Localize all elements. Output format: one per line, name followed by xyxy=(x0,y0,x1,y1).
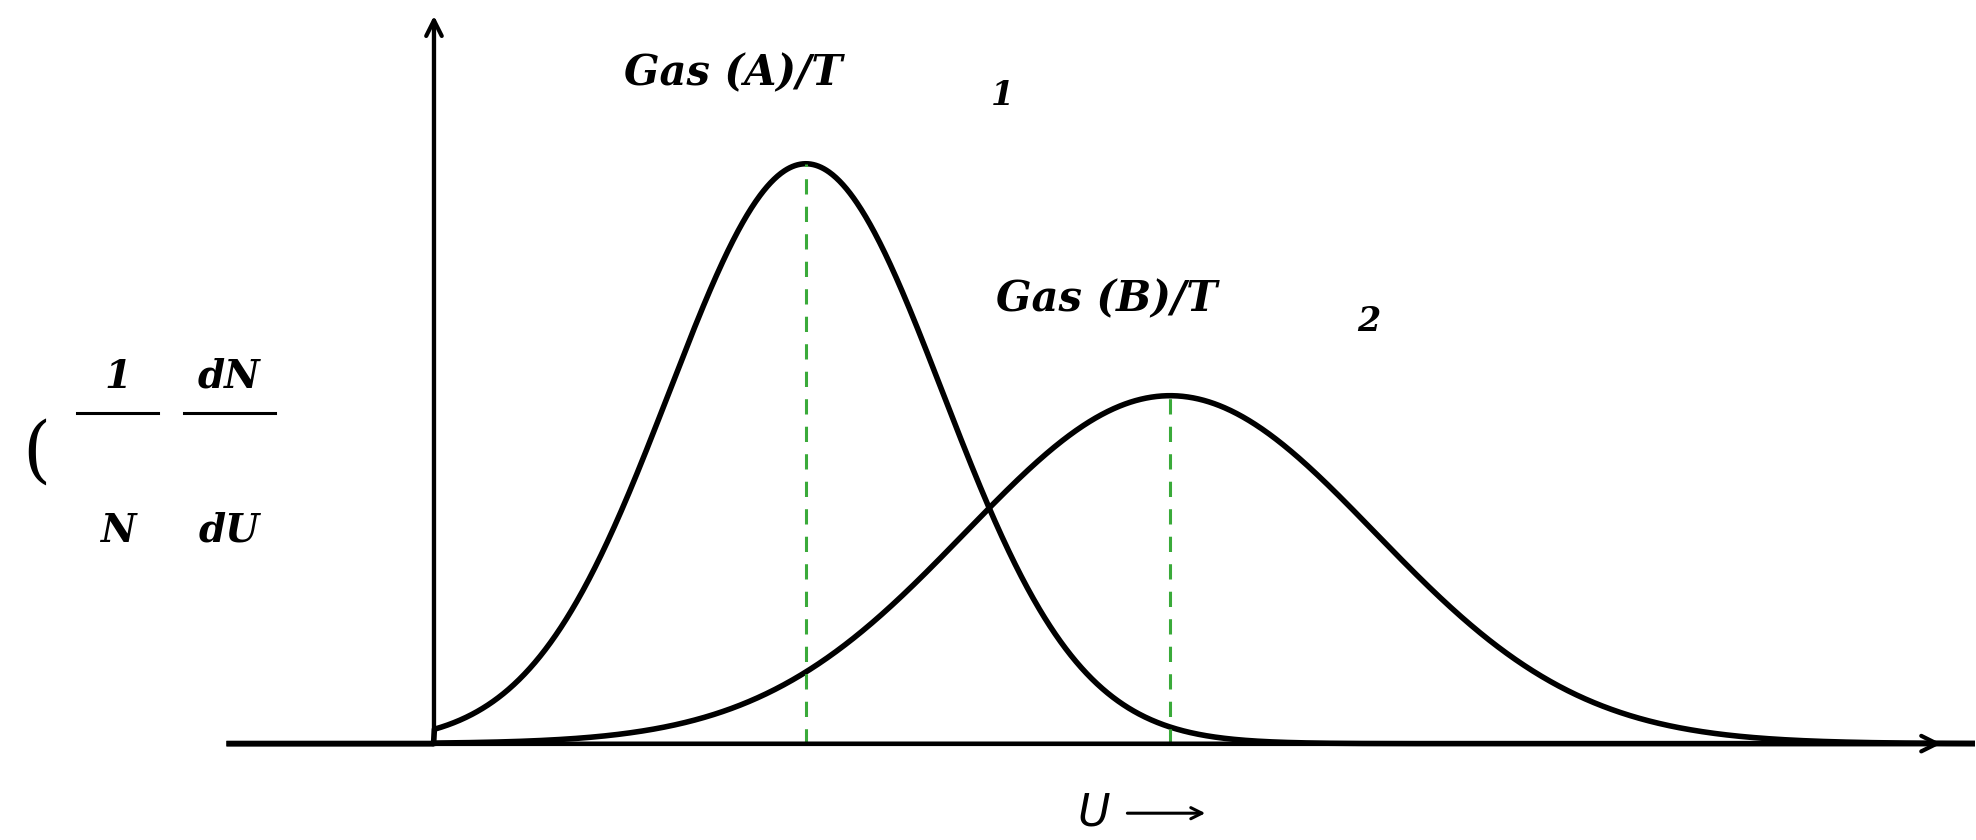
Text: 2: 2 xyxy=(1358,305,1379,338)
Text: Gas (B)/T: Gas (B)/T xyxy=(996,278,1217,320)
Text: N: N xyxy=(101,512,136,549)
Text: (: ( xyxy=(22,418,51,489)
Text: dN: dN xyxy=(198,358,261,396)
Text: 1: 1 xyxy=(992,79,1014,112)
Text: $U$: $U$ xyxy=(1077,791,1111,835)
Text: dU: dU xyxy=(198,512,259,549)
Text: 1: 1 xyxy=(105,358,132,396)
Text: Gas (A)/T: Gas (A)/T xyxy=(624,52,842,94)
